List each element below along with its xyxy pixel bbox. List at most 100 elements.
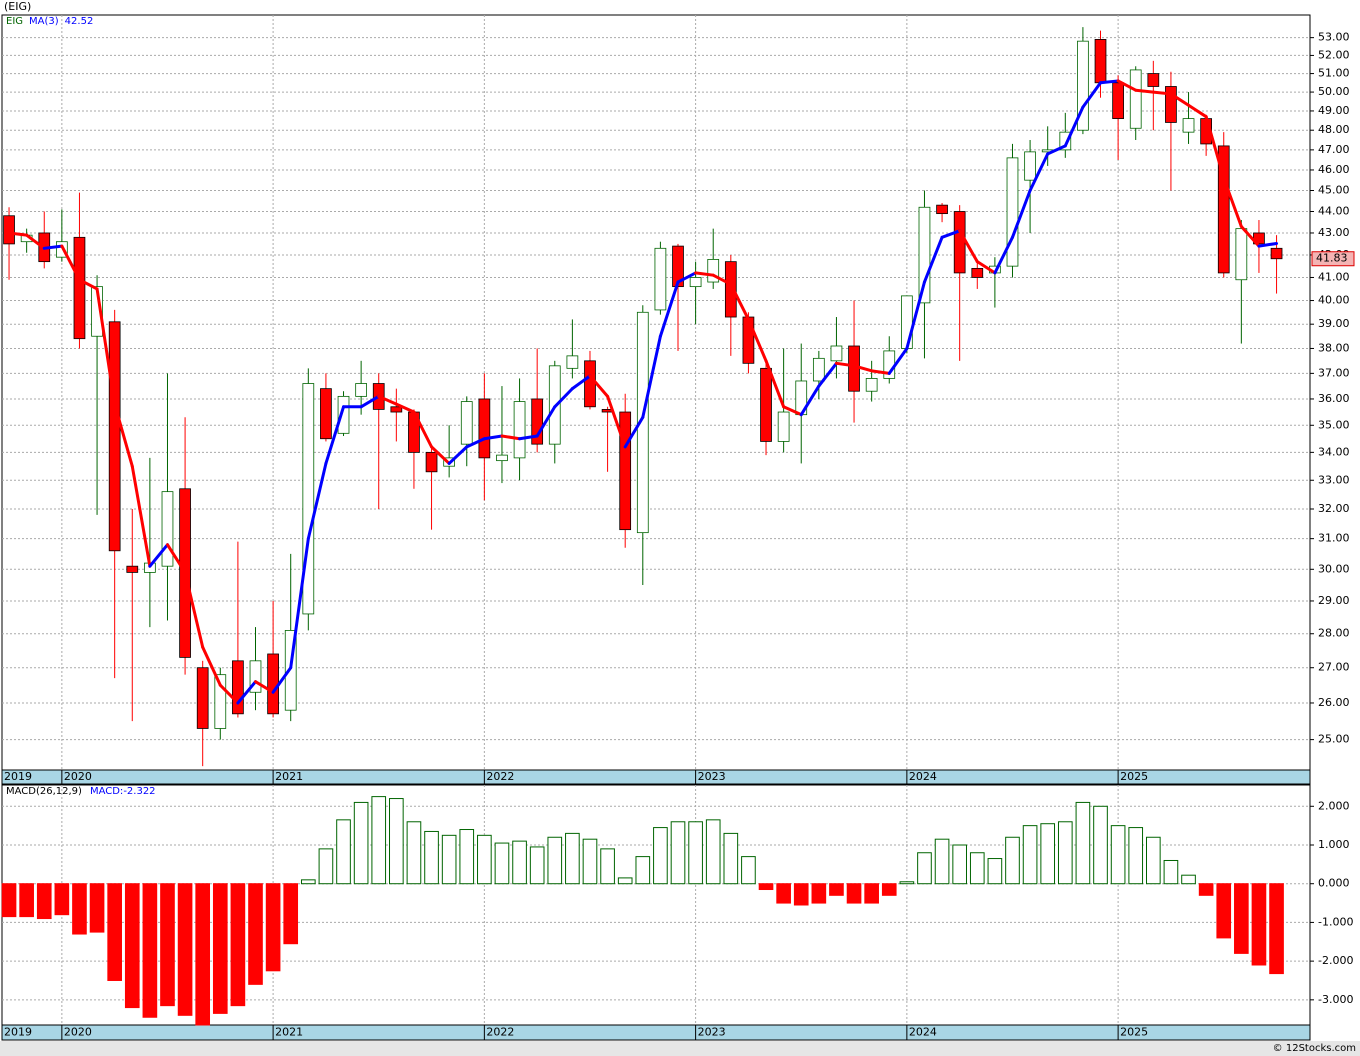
ma-segment <box>25 233 46 250</box>
bar <box>741 856 756 885</box>
y-tick-label: 49.00 <box>1318 104 1350 117</box>
bar <box>318 848 334 885</box>
ma-segment <box>482 434 504 441</box>
candle-body <box>918 206 931 304</box>
ma-segment <box>834 361 856 368</box>
ma-segment <box>852 364 874 373</box>
y-tick-label: 51.00 <box>1318 67 1350 80</box>
ma-segment <box>113 402 134 468</box>
ma-segment <box>1063 105 1085 148</box>
bar <box>529 846 545 885</box>
chart-title: (EIG) <box>4 0 31 13</box>
bar <box>477 834 492 885</box>
bar <box>1 883 17 918</box>
x-axis-band <box>1 1024 1311 1041</box>
candle-body <box>337 395 350 434</box>
ma-segment <box>606 394 627 449</box>
ma-segment <box>1204 115 1226 180</box>
ma-segment <box>1010 189 1032 239</box>
bar <box>653 827 668 885</box>
ma-segment <box>922 235 944 284</box>
ma-segment <box>782 405 803 417</box>
x-tick-label: 2020 <box>64 770 92 783</box>
candle-body <box>619 411 632 531</box>
ma-segment <box>729 282 750 321</box>
candle-body <box>390 406 403 413</box>
y-tick-label: 25.00 <box>1318 733 1350 746</box>
y-tick-label: 50.00 <box>1318 85 1350 98</box>
bar <box>776 883 791 904</box>
y-tick-label: 36.00 <box>1318 392 1350 405</box>
bar <box>1005 836 1020 885</box>
x-tick-label: 2020 <box>64 1026 92 1039</box>
bar <box>1093 805 1108 885</box>
y-tick-label: 33.00 <box>1318 473 1350 486</box>
ma-segment <box>1187 103 1208 119</box>
bar <box>1110 825 1126 885</box>
candle-body <box>971 267 984 278</box>
ma-segment <box>1116 79 1138 92</box>
y-tick-label: 32.00 <box>1318 502 1350 515</box>
ma-segment <box>95 287 117 406</box>
bar <box>670 821 686 885</box>
bar <box>177 883 193 1016</box>
candle-body <box>425 451 438 473</box>
ma-segment <box>271 666 293 694</box>
candle-body <box>513 401 526 459</box>
bar <box>212 883 228 1014</box>
y-tick-label: 38.00 <box>1318 341 1350 354</box>
legend-ma-value: 42.52 <box>65 16 94 27</box>
candle-body <box>724 261 737 318</box>
candle-body <box>654 247 667 311</box>
ma-segment <box>764 359 786 409</box>
ma-segment <box>746 317 768 363</box>
ma-segment <box>324 405 346 465</box>
bar <box>72 883 87 935</box>
ma-segment <box>236 680 258 705</box>
bar <box>1269 883 1284 975</box>
bar <box>600 848 615 885</box>
bar <box>952 844 967 885</box>
bar <box>248 883 263 985</box>
ma-segment <box>1046 144 1067 156</box>
y-tick-label: 37.00 <box>1318 366 1350 379</box>
ma-segment <box>500 434 522 441</box>
x-tick-label: 2025 <box>1120 1026 1148 1039</box>
candle-body <box>126 565 139 573</box>
bar <box>459 829 475 885</box>
candle-body <box>249 660 262 693</box>
ma-segment <box>430 445 451 465</box>
y-tick-label: 45.00 <box>1318 184 1350 197</box>
candle-body <box>55 241 68 258</box>
ma-segment <box>447 445 469 465</box>
candle-body <box>1112 82 1124 120</box>
candle-body <box>478 398 491 459</box>
ma-segment <box>412 410 434 449</box>
ma-segment <box>1239 224 1261 248</box>
ma-segment <box>588 374 610 398</box>
candle-body <box>566 355 579 369</box>
bar <box>969 852 985 885</box>
candle-body <box>953 211 966 274</box>
y-tick-label: 43.00 <box>1318 226 1350 239</box>
y-tick-label: 1.000 <box>1318 838 1350 851</box>
bar <box>1075 801 1091 885</box>
ma-segment <box>641 334 662 419</box>
bar <box>389 798 404 885</box>
candle-body <box>636 311 649 534</box>
ma-segment <box>1151 90 1173 96</box>
bar <box>494 842 510 885</box>
y-tick-label: 28.00 <box>1318 627 1350 640</box>
ma-segment <box>870 369 891 375</box>
candle-body <box>1129 69 1142 129</box>
candle-body <box>742 316 755 364</box>
bar <box>917 852 932 885</box>
y-tick-label: -2.000 <box>1318 954 1353 967</box>
bar <box>635 856 651 885</box>
bar <box>705 819 721 885</box>
ma-segment <box>1134 88 1155 94</box>
ma-segment <box>623 415 645 449</box>
bar <box>987 858 1003 885</box>
bar <box>934 838 950 885</box>
